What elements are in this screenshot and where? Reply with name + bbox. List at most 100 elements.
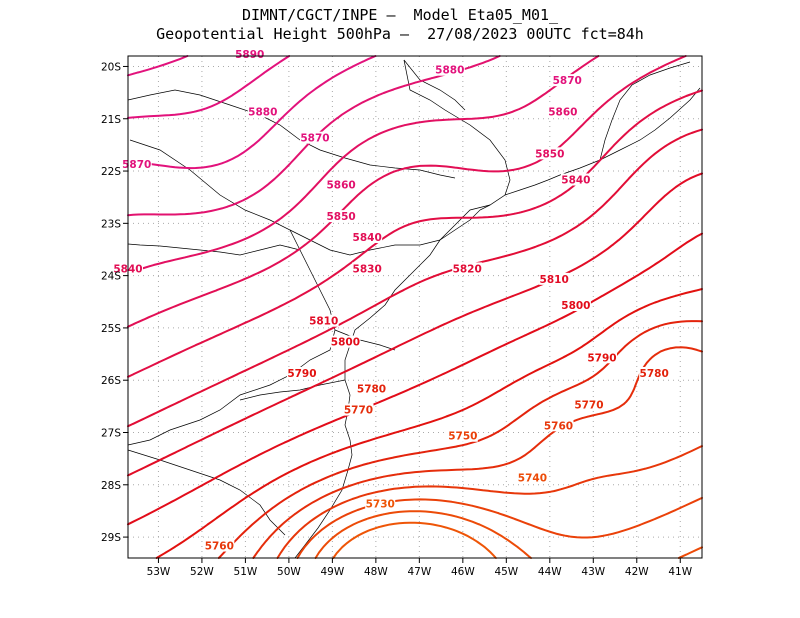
coastline-east (504, 87, 701, 196)
contour-label: 5790 (587, 352, 616, 364)
lon-tick-label: 51W (234, 566, 258, 578)
state-border (403, 59, 466, 111)
axis-ticks: 53W 52W 51W 50W 49W 48W 47W 46W 45W 44W 43W 42W 41W 2… (101, 61, 693, 578)
lat-lon-grid (128, 56, 702, 558)
contour-5880 (127, 55, 291, 119)
contour-labels: 5890 5880 5880 5870 5870 5870 5860 5860 5850 5850… (113, 48, 670, 553)
lon-tick-label: 53W (147, 566, 171, 578)
contour-label: 5870 (553, 75, 582, 87)
contour-label-bg (308, 314, 339, 327)
contour-5820 (127, 128, 703, 428)
contour-label: 5790 (287, 368, 316, 380)
contour-label: 5860 (548, 107, 577, 119)
contour-label-bg (560, 299, 591, 311)
contour-label-bg (573, 398, 604, 411)
contour-label-bg (330, 335, 361, 348)
coastline-and-borders (127, 59, 701, 559)
lon-tick-label: 52W (190, 566, 214, 578)
contour-label: 5850 (326, 211, 355, 223)
contour-5750 (296, 496, 703, 559)
contour-label: 5740 (518, 473, 547, 485)
lat-tick-label: 26S (101, 375, 121, 387)
contour-lines (127, 55, 703, 559)
contour-label-bg (352, 262, 383, 275)
contour-label-bg (365, 497, 396, 510)
contour-5730 (332, 521, 497, 559)
contour-label-bg (343, 403, 374, 416)
map-title-line1: DIMNT/CGCT/INPE – Model Eta05_M01_ (241, 6, 559, 24)
contour-label-bg (534, 147, 565, 160)
contour-label: 5800 (331, 337, 360, 349)
lat-tick-label: 25S (101, 323, 121, 335)
contour-5790 (155, 288, 703, 559)
state-border (127, 449, 286, 536)
contour-label: 5770 (574, 399, 603, 411)
contour-label-bg (352, 231, 383, 244)
contour-label: 5750 (448, 431, 477, 443)
contour-label: 5830 (353, 263, 382, 275)
contour-label-bg (547, 105, 578, 118)
contour-label: 5760 (205, 541, 234, 553)
state-border (439, 204, 491, 241)
lat-tick-label: 21S (101, 114, 121, 126)
lon-tick-label: 43W (581, 566, 605, 578)
contour-label-bg (286, 366, 317, 379)
contour-5840 (127, 55, 687, 328)
contour-label-bg (434, 63, 465, 76)
contour-label: 5840 (353, 232, 382, 244)
plot-frame (127, 55, 703, 559)
contour-label-bg (356, 382, 387, 395)
lon-tick-label: 41W (668, 566, 692, 578)
lon-tick-label: 47W (407, 566, 431, 578)
state-border (599, 61, 691, 161)
contour-label-bg (539, 272, 570, 285)
contour-label-bg (552, 74, 583, 87)
map-title-line2: Geopotential Height 500hPa – 27/08/2023 … (156, 25, 644, 43)
contour-label-bg (247, 105, 278, 118)
contour-5740 (314, 510, 703, 559)
lat-tick-label: 22S (101, 166, 121, 178)
contour-label-bg (299, 131, 330, 144)
contour-5890 (127, 55, 189, 77)
contour-label: 5780 (357, 384, 386, 396)
contour-label: 5850 (535, 148, 564, 160)
state-border (127, 89, 456, 179)
contour-label-bg (326, 178, 357, 191)
contour-label-bg (447, 429, 478, 442)
contour-label-bg (586, 351, 617, 364)
contour-label-bg (639, 366, 670, 379)
contour-label: 5810 (540, 274, 569, 286)
lon-tick-label: 42W (625, 566, 649, 578)
contour-label: 5780 (640, 368, 669, 380)
lon-tick-label: 49W (321, 566, 345, 578)
contour-label: 5800 (561, 300, 590, 312)
state-border (239, 379, 346, 401)
contour-5830 (127, 89, 703, 378)
contour-label-bg (121, 157, 152, 170)
contour-label: 5860 (326, 180, 355, 192)
contour-label-bg (326, 210, 357, 223)
contour-label: 5840 (561, 175, 590, 187)
contour-label: 5870 (300, 133, 329, 145)
contour-label: 5770 (344, 405, 373, 417)
contour-label-bg (234, 48, 265, 60)
contour-label-bg (452, 262, 483, 275)
contour-label-bg (517, 471, 548, 484)
lat-tick-label: 24S (101, 271, 121, 283)
lat-tick-label: 27S (101, 428, 121, 440)
state-border (289, 229, 441, 256)
lon-tick-label: 50W (277, 566, 301, 578)
contour-label-bg (560, 173, 591, 186)
lat-tick-label: 20S (101, 61, 121, 73)
contour-label: 5890 (235, 49, 264, 61)
lat-tick-label: 23S (101, 218, 121, 230)
contour-label: 5760 (544, 420, 573, 432)
contour-label-bg (204, 539, 235, 552)
state-border (127, 139, 336, 446)
contour-label: 5820 (453, 263, 482, 275)
contour-label: 5880 (435, 65, 464, 77)
contour-label: 5880 (248, 107, 277, 119)
contour-5810 (127, 172, 703, 477)
contour-label: 5810 (309, 316, 338, 328)
